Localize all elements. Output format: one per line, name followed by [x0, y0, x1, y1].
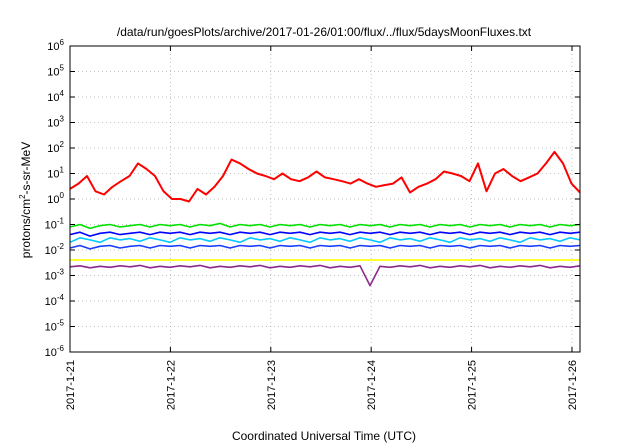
x-axis-label: Coordinated Universal Time (UTC): [232, 429, 416, 443]
series-group: [69, 150, 581, 287]
y-tick-label: 101: [47, 166, 64, 181]
y-tick-label: 10-6: [45, 344, 65, 359]
y-tick-label: 105: [47, 64, 64, 79]
y-tick-label: 10-2: [45, 242, 65, 257]
x-tick-label: 2017-1-21: [65, 360, 77, 410]
x-axis-ticks: 2017-1-21 2017-1-22 2017-1-23 2017-1-24 2017…: [65, 46, 579, 410]
x-tick-label: 2017-1-22: [165, 360, 177, 410]
series-line-1: [69, 150, 581, 203]
y-axis-label-part-b: -s-sr-MeV: [19, 142, 33, 195]
y-axis-label-part-a: protons/cm: [19, 199, 33, 258]
y-tick-label: 10-3: [45, 268, 65, 283]
series-line-2: [69, 222, 581, 230]
series-line-5: [69, 244, 581, 250]
series-line-3: [69, 237, 581, 244]
y-tick-label: 10-4: [45, 293, 65, 308]
grid-lines: [69, 45, 580, 353]
x-tick-label: 2017-1-26: [567, 360, 579, 410]
y-tick-label: 102: [47, 140, 64, 155]
chart-title: /data/run/goesPlots/archive/2017-01-26/0…: [117, 25, 532, 39]
x-tick-label: 2017-1-25: [467, 360, 479, 410]
y-tick-label: 10-1: [45, 217, 65, 232]
y-axis-label: protons/cm2-s-sr-MeV: [18, 142, 33, 258]
x-tick-label: 2017-1-23: [266, 360, 278, 410]
y-tick-label: 106: [47, 38, 64, 53]
x-tick-label: 2017-1-24: [366, 360, 378, 410]
y-axis-ticks: 10-6 10-5 10-4 10-3 10-2 10-1 100 101 102 103 104 1…: [45, 38, 580, 359]
y-tick-label: 104: [47, 89, 64, 104]
series-line-7: [69, 264, 581, 287]
y-axis-label-superscript: 2: [18, 194, 27, 199]
y-tick-label: 10-5: [45, 319, 65, 334]
y-tick-label: 103: [47, 115, 64, 130]
y-tick-label: 100: [47, 191, 64, 206]
series-line-4: [69, 231, 581, 237]
